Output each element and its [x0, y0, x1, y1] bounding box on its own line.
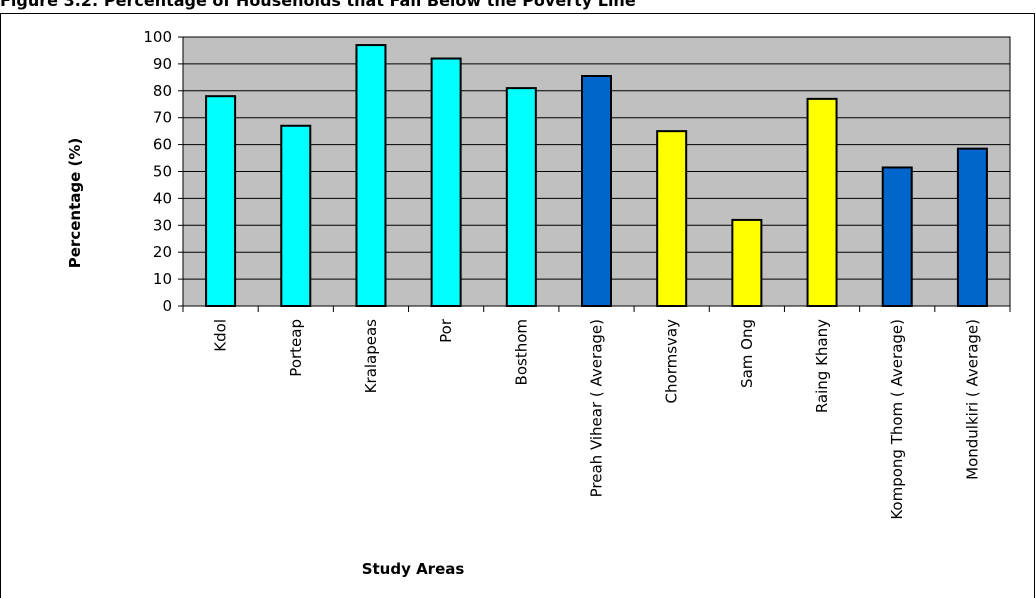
- x-tick-label: Mondulkiri ( Average): [963, 319, 981, 480]
- x-tick-label: Kdol: [212, 319, 230, 352]
- y-tick-label: 80: [153, 82, 172, 100]
- x-tick-label: Kralapeas: [362, 319, 380, 393]
- bar: [731, 218, 763, 307]
- y-tick-label: 40: [153, 189, 172, 207]
- bar: [956, 147, 988, 307]
- y-tick-label: 10: [153, 270, 172, 288]
- x-tick-label: Raing Khany: [813, 319, 831, 413]
- y-tick-label: 60: [153, 136, 172, 154]
- x-tick-label: Bosthom: [512, 319, 530, 385]
- y-tick-label: 50: [153, 163, 172, 181]
- bar: [806, 97, 838, 308]
- figure-title: Figure 3.2: Percentage of Households tha…: [0, 0, 636, 10]
- x-tick-label: Preah Vihear ( Average): [588, 319, 606, 497]
- x-tick-labels: Kdol Porteap Kralapeas Por Bosthom Preah Vihe…: [212, 318, 982, 520]
- y-tick-label: 90: [153, 55, 172, 73]
- y-tick-label: 100: [143, 28, 172, 46]
- y-tick-labels: 0 10 20 30 40 50 60 70 80 90 100: [143, 28, 172, 315]
- bar: [280, 124, 312, 307]
- y-axis-label: Percentage (%): [66, 138, 84, 268]
- x-tick-label: Porteap: [287, 319, 305, 377]
- chart-frame: [0, 13, 1035, 598]
- bar: [581, 75, 612, 307]
- bar: [355, 44, 387, 307]
- x-tick-label: Chormsvay: [663, 319, 681, 404]
- y-tick-label: 30: [153, 216, 172, 234]
- y-tick-label: 20: [153, 243, 172, 261]
- y-tick-label: 70: [153, 109, 172, 127]
- bar: [656, 130, 688, 307]
- x-axis-label: Study Areas: [362, 560, 465, 578]
- bar: [881, 166, 913, 307]
- axes: [178, 36, 1011, 312]
- x-tick-label: Sam Ong: [738, 319, 756, 388]
- x-tick-label: Por: [437, 318, 455, 343]
- y-tick-label: 0: [162, 297, 172, 315]
- bar: [430, 57, 462, 307]
- bars: [205, 44, 988, 308]
- bar: [205, 95, 237, 308]
- x-tick-label: Kompong Thom ( Average): [888, 319, 906, 520]
- bar: [505, 87, 537, 307]
